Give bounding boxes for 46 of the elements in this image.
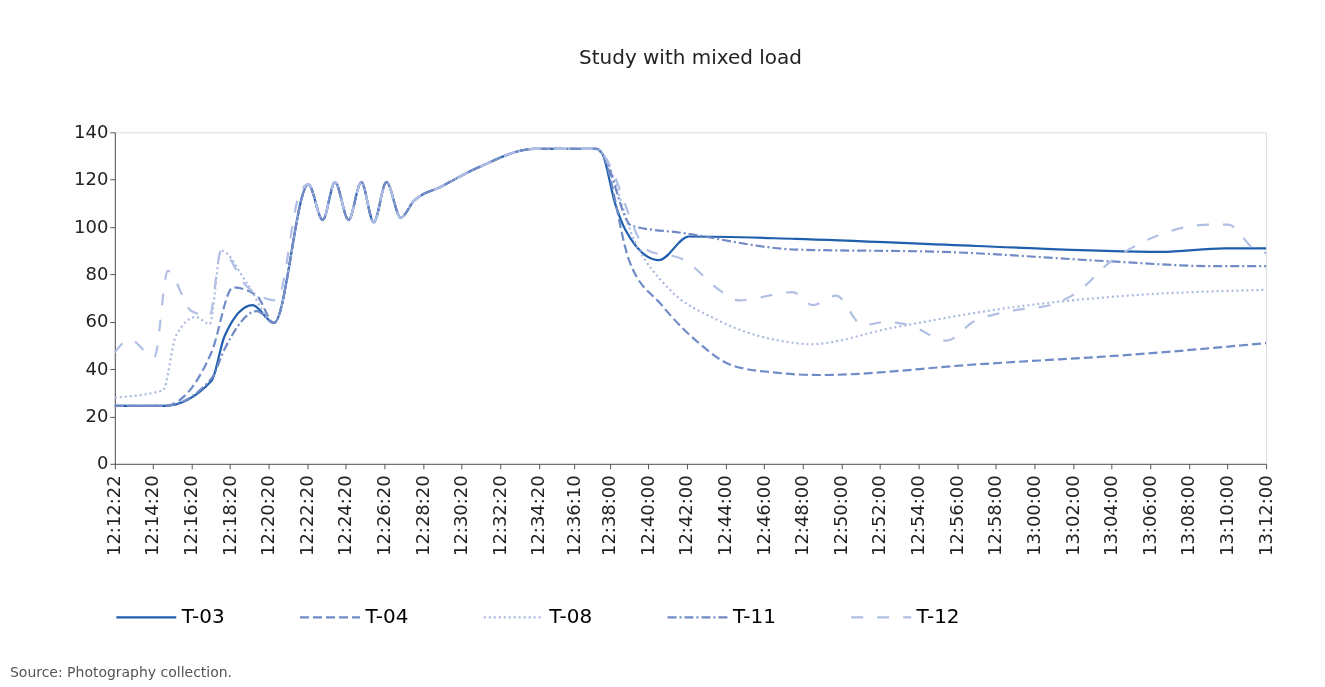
x-tick-label: 12:12:22 [103, 475, 125, 557]
x-tick-label: 12:24:20 [334, 475, 356, 557]
x-tick-label: 12:14:20 [141, 475, 163, 557]
x-tick-label: 13:10:00 [1215, 475, 1237, 557]
x-tick-label: 13:12:00 [1254, 475, 1276, 557]
x-tick-label: 13:00:00 [1022, 475, 1044, 557]
x-tick-label: 12:22:20 [295, 475, 317, 557]
y-tick-label: 140 [74, 120, 109, 142]
x-tick-label: 12:56:00 [945, 475, 967, 557]
x-tick-label: 12:52:00 [868, 475, 890, 557]
x-tick-label: 13:04:00 [1100, 475, 1122, 557]
y-tick-label: 40 [85, 357, 109, 379]
x-tick-label: 12:54:00 [907, 475, 929, 557]
x-tick-label: 12:58:00 [984, 475, 1006, 557]
legend-label: T-08 [548, 604, 593, 629]
x-tick-label: 12:16:20 [179, 475, 201, 557]
x-tick-label: 12:34:20 [527, 475, 549, 557]
chart-title: Study with mixed load [579, 45, 802, 70]
x-tick-label: 12:32:20 [488, 475, 510, 557]
x-tick-label: 12:26:20 [372, 475, 394, 557]
legend-label: T-11 [731, 604, 776, 629]
source-note: Source: Photography collection. [9, 664, 233, 681]
y-tick-label: 0 [96, 452, 109, 474]
x-tick-label: 12:40:00 [636, 475, 658, 557]
x-tick-label: 12:42:00 [675, 475, 697, 557]
y-tick-label: 80 [85, 262, 109, 284]
x-tick-label: 12:28:20 [411, 475, 433, 557]
x-tick-label: 12:46:00 [752, 475, 774, 557]
x-tick-label: 13:06:00 [1138, 475, 1160, 557]
x-tick-label: 12:20:20 [257, 475, 279, 557]
y-tick-label: 120 [74, 168, 109, 190]
x-tick-label: 12:30:20 [450, 475, 472, 557]
x-tick-label: 12:18:20 [218, 475, 240, 557]
y-tick-label: 20 [85, 404, 109, 426]
x-tick-label: 13:02:00 [1061, 475, 1083, 557]
y-tick-label: 60 [85, 310, 109, 332]
x-tick-label: 12:44:00 [714, 475, 736, 557]
x-tick-label: 12:38:00 [598, 475, 620, 557]
y-tick-label: 100 [74, 215, 109, 237]
legend-label: T-03 [180, 604, 225, 629]
x-tick-label: 12:48:00 [791, 475, 813, 557]
x-tick-label: 12:50:00 [829, 475, 851, 557]
x-tick-label: 12:36:10 [562, 475, 584, 557]
legend-label: T-12 [915, 604, 960, 629]
legend-label: T-04 [364, 604, 409, 629]
x-tick-label: 13:08:00 [1177, 475, 1199, 557]
